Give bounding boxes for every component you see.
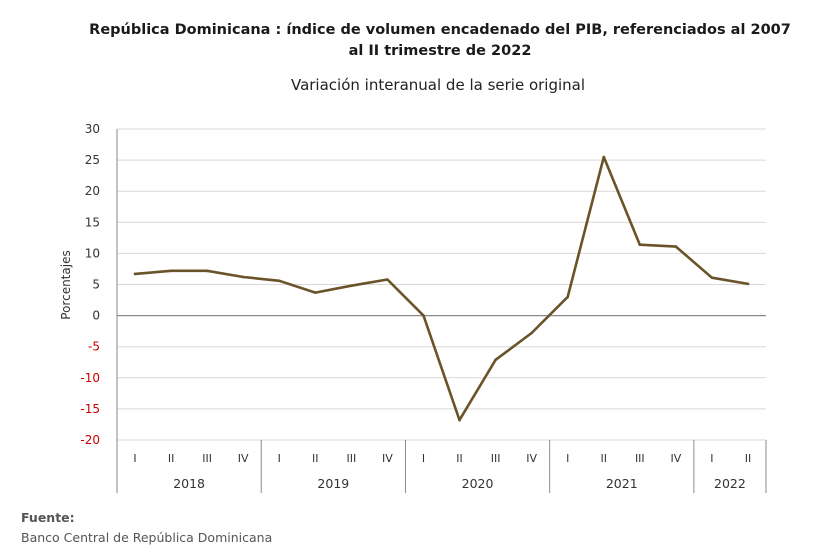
data-point [133,272,137,276]
data-point [602,155,606,159]
y-tick-label: 25 [85,153,100,167]
chart-title: República Dominicana : índice de volumen… [40,20,830,62]
data-point [566,295,569,299]
x-tick-label: II [456,452,463,465]
y-axis-label: Porcentajes [59,250,73,319]
year-label: 2018 [173,476,205,491]
year-label: 2021 [606,476,638,491]
x-tick-label: I [133,452,136,465]
y-tick-label: 20 [85,184,100,198]
data-point [638,243,642,246]
y-tick-label: 30 [85,122,100,136]
y-tick-label: -10 [80,371,100,385]
y-tick-label: 0 [92,309,100,323]
y-tick-label: 15 [85,215,100,229]
x-tick-label: III [346,452,356,465]
x-tick-label: I [710,452,713,465]
x-tick-label: III [491,452,501,465]
y-tick-label: -5 [88,340,100,354]
chart-title-line2: al II trimestre de 2022 [348,43,532,59]
chart-subtitle: Variación interanual de la serie origina… [290,76,586,94]
x-tick-label: IV [526,452,537,465]
y-tick-label: -15 [80,402,100,416]
x-tick-label: I [422,452,425,465]
y-tick-label: 5 [92,278,100,292]
data-point [710,276,714,279]
x-tick-label: II [745,452,752,465]
series-line [133,155,750,422]
y-tick-label: -20 [80,433,100,447]
data-point [314,291,317,294]
x-tick-label: III [635,452,645,465]
data-point [169,269,173,273]
y-tick-label: 10 [85,246,100,260]
year-label: 2022 [714,476,746,491]
data-point [746,282,750,286]
x-tick-label: II [168,452,175,465]
data-point [494,358,497,362]
chart-title-line1: República Dominicana : índice de volumen… [89,22,791,38]
data-point [422,314,425,317]
data-point [530,331,533,335]
x-tick-label: IV [382,452,393,465]
data-point [241,275,245,279]
year-label: 2019 [317,476,349,491]
x-tick-label: I [566,452,569,465]
series-layer [133,155,750,422]
x-tick-label: II [312,452,319,465]
x-tick-label: IV [670,452,681,465]
y-axis-ticks: 30 25 20 15 10 5 0 -5 -10 -15 -20 [80,122,100,447]
source-heading: Fuente: [21,510,75,525]
x-tick-label: II [601,452,608,465]
source-text: Banco Central de República Dominicana [21,530,273,545]
data-point [205,269,209,273]
data-point [386,278,389,281]
data-point [458,418,461,422]
x-tick-label: IV [238,452,249,465]
year-label: 2020 [462,476,494,491]
gridlines [116,128,766,493]
data-point [674,245,678,248]
data-point [350,284,353,288]
x-tick-label: I [278,452,281,465]
x-tick-label: III [202,452,212,465]
data-point [277,279,281,283]
